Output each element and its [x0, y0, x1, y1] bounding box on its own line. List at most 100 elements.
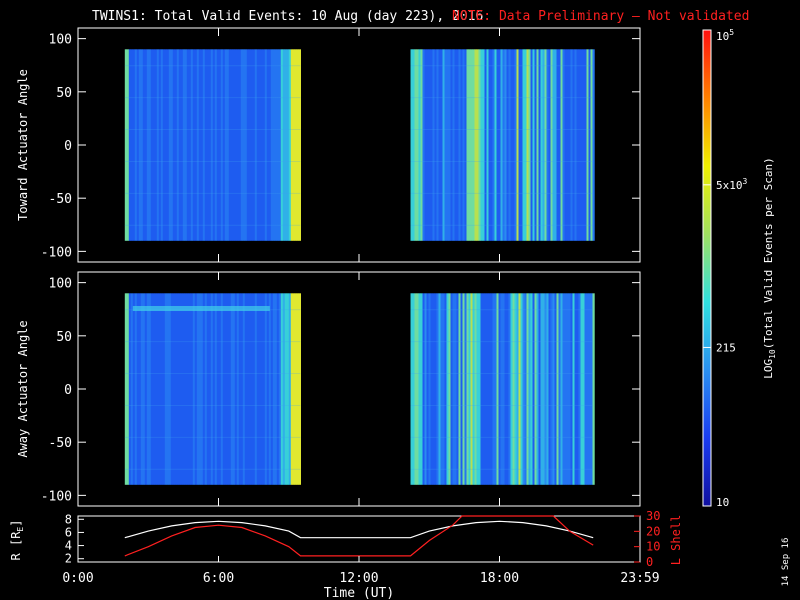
heatmap-cell	[132, 293, 135, 485]
heatmap-cell	[504, 293, 507, 485]
left-axis-label-main: R [R	[9, 531, 23, 561]
heatmap-cell	[440, 49, 443, 241]
heatmap-cell	[238, 293, 241, 485]
heatmap-cell	[514, 293, 517, 485]
y-tick-label: 0	[64, 383, 72, 398]
heatmap-band	[124, 436, 301, 438]
heatmap-cell	[428, 49, 431, 241]
heatmap-cell	[250, 293, 253, 485]
heatmap-cell	[274, 293, 277, 485]
y-tick-label: -50	[49, 192, 72, 207]
heatmap-cell	[188, 293, 191, 485]
left-axis-label-end: ]	[9, 520, 23, 527]
heatmap-cell	[544, 293, 547, 485]
heatmap-cell	[450, 293, 453, 485]
panel-frame	[77, 515, 641, 563]
colorbar-label: LOG10(Total Valid Events per Scan)	[762, 157, 777, 379]
heatmap-cell	[156, 49, 159, 241]
heatmap-cell	[410, 293, 413, 485]
heatmap-cell	[146, 49, 149, 241]
heatmap-cell	[192, 49, 195, 241]
heatmap-cell	[290, 49, 293, 241]
x-tick-label: 12:00	[339, 571, 378, 586]
heatmap-cell	[500, 293, 503, 485]
heatmap-cell	[486, 49, 489, 241]
heatmap-cell	[508, 293, 511, 485]
heatmap-cell	[452, 49, 455, 241]
heatmap-cell	[178, 293, 181, 485]
heatmap-cell	[232, 293, 235, 485]
heatmap-cell	[458, 293, 461, 485]
heatmap-cell	[208, 49, 211, 241]
right-tick-label: 30	[646, 509, 660, 523]
heatmap-cell	[180, 49, 183, 241]
heatmap-cell	[234, 49, 237, 241]
heatmap-band	[410, 341, 594, 343]
left-tick-label: 2	[65, 552, 72, 566]
heatmap-cell	[548, 293, 551, 485]
heatmap-cell	[168, 49, 171, 241]
y-tick-label: -100	[41, 489, 72, 504]
heatmap-cell	[456, 293, 459, 485]
heatmap-cell	[522, 293, 525, 485]
heatmap-cell	[270, 49, 273, 241]
heatmap-cell	[182, 49, 185, 241]
y-axis: 100 50 0 -50 -100	[41, 28, 641, 262]
heatmap-cell	[166, 293, 169, 485]
heatmap-cell	[574, 293, 577, 485]
heatmap-cell	[242, 293, 245, 485]
heatmap-cell	[584, 49, 587, 241]
heatmap-cell	[466, 293, 469, 485]
heatmap-cell	[196, 293, 199, 485]
heatmap-cell	[188, 49, 191, 241]
heatmap-cell	[478, 49, 481, 241]
heatmap-cell	[448, 49, 451, 241]
heatmap-cell	[146, 293, 149, 485]
heatmap-cell	[532, 49, 535, 241]
heatmap-cell	[250, 49, 253, 241]
heatmap-cell	[238, 49, 241, 241]
heatmap-cell	[592, 49, 595, 241]
heatmap-cell	[516, 293, 519, 485]
heatmap-cell	[560, 49, 563, 241]
heatmap-cell	[448, 293, 451, 485]
heatmap-cell	[558, 293, 561, 485]
preliminary-note: NOTE: Data Preliminary — Not validated	[452, 9, 749, 24]
heatmap-cell	[494, 49, 497, 241]
heatmap-cell	[552, 49, 555, 241]
heatmap-cell	[436, 49, 439, 241]
heatmap-cell	[216, 293, 219, 485]
heatmap-cell	[576, 293, 579, 485]
heatmap-cell	[152, 293, 155, 485]
heatmap-cell	[192, 293, 195, 485]
heatmap-cell	[128, 49, 131, 241]
heatmap-cell	[490, 49, 493, 241]
heatmap-cell	[126, 49, 129, 241]
heatmap-cell	[292, 49, 295, 241]
heatmap-cell	[566, 49, 569, 241]
heatmap-cell	[494, 293, 497, 485]
heatmap-cell	[540, 49, 543, 241]
heatmap-cell	[198, 293, 201, 485]
heatmap-cell	[220, 293, 223, 485]
heatmap-cell	[190, 49, 193, 241]
heatmap-cell	[518, 49, 521, 241]
heatmap-cell	[234, 293, 237, 485]
heatmap-cell	[134, 49, 137, 241]
heatmap-cell	[212, 49, 215, 241]
heatmap-cell	[162, 49, 165, 241]
heatmap-cell	[562, 293, 565, 485]
heatmap-band	[410, 405, 594, 406]
heatmap-cell	[186, 49, 189, 241]
heatmap-cell	[202, 293, 205, 485]
heatmap-cell	[222, 49, 225, 241]
heatmap-cell	[286, 49, 289, 241]
heatmap-cell	[172, 49, 175, 241]
heatmap-cell	[454, 293, 457, 485]
heatmap-cell	[194, 49, 197, 241]
left-axis-label: R [RE]	[9, 520, 25, 561]
heatmap-cell	[582, 293, 585, 485]
heatmap-cell	[572, 49, 575, 241]
heatmap-band	[124, 373, 301, 374]
heatmap-cell	[176, 293, 179, 485]
